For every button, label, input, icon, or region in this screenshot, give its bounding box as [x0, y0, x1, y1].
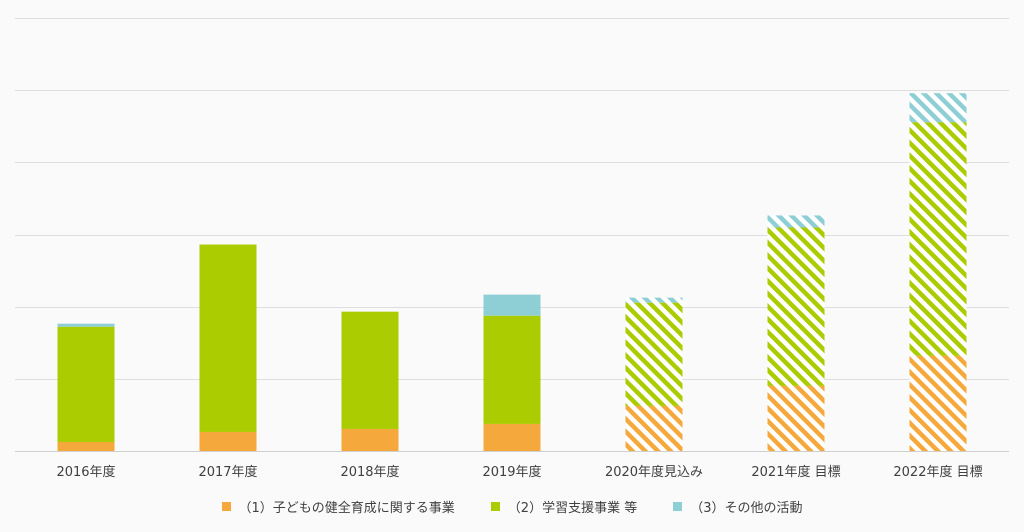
legend-item-health: （1）子どもの健全育成に関する事業	[221, 497, 455, 516]
bar-segment	[909, 355, 967, 451]
bar-segment	[767, 385, 825, 451]
bar-segment	[625, 302, 683, 406]
x-tick-label: 2017年度	[198, 464, 257, 480]
bar-segment	[767, 227, 825, 386]
legend-swatch-study	[490, 501, 500, 511]
legend-item-study: （2）学習支援事業 等	[490, 497, 638, 516]
bar-segment	[57, 326, 115, 442]
x-tick-label: 2016年度	[56, 464, 115, 480]
bar-segment	[57, 323, 115, 327]
legend-swatch-other	[673, 501, 683, 511]
bar-segment	[199, 431, 257, 451]
bar-segment	[483, 315, 541, 424]
bar-segment	[909, 93, 967, 123]
x-tick-label: 2021年度 目標	[751, 464, 840, 480]
legend-label-study: （2）学習支援事業 等	[507, 500, 638, 516]
x-tick-label: 2018年度	[340, 464, 399, 480]
x-tick-label: 2020年度見込み	[605, 464, 703, 480]
legend-label-other: （3）その他の活動	[690, 500, 803, 516]
legend-swatch-health	[221, 501, 231, 511]
bar-segment	[767, 215, 825, 228]
bar-segment	[909, 122, 967, 356]
bar-segment	[199, 244, 257, 432]
bars	[57, 93, 967, 451]
legend: （1）子どもの健全育成に関する事業 （2）学習支援事業 等 （3）その他の活動	[0, 494, 1024, 518]
x-axis-labels: 2016年度 2017年度 2018年度 2019年度 2020年度見込み 2021年度 …	[56, 464, 982, 480]
x-tick-label: 2019年度	[482, 464, 541, 480]
bar-segment	[625, 297, 683, 303]
bar-segment	[625, 405, 683, 451]
bar-segment	[341, 311, 399, 429]
bar-segment	[341, 428, 399, 451]
bar-segment	[57, 441, 115, 451]
legend-item-other: （3）その他の活動	[673, 497, 802, 516]
bar-segment	[483, 294, 541, 316]
x-tick-label: 2022年度 目標	[893, 464, 982, 480]
legend-label-health: （1）子どもの健全育成に関する事業	[238, 500, 455, 516]
bar-segment	[483, 423, 541, 451]
